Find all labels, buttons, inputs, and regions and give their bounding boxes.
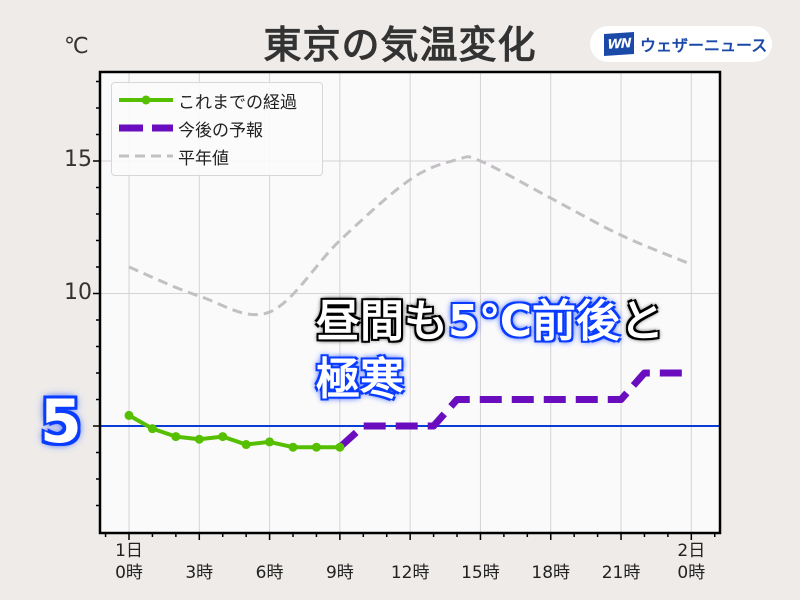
legend-normal-line-icon	[119, 154, 173, 158]
legend-label: 今後の予報	[178, 120, 263, 141]
observed-data-point	[241, 440, 251, 450]
annotation-text: と	[619, 296, 664, 347]
chart-title: 東京の気温変化	[263, 23, 537, 67]
observed-data-point	[311, 442, 321, 452]
observed-line	[128, 413, 340, 450]
x-tick-label: 21時	[601, 563, 641, 583]
observed-data-point	[171, 432, 181, 442]
observed-data-point	[288, 442, 298, 452]
annotation-highlight: 極寒	[316, 354, 404, 405]
normal-temperature-line	[128, 155, 692, 317]
legend-label: 平年値	[178, 148, 229, 169]
observed-data-point	[147, 424, 157, 434]
weathernews-logo: WN ウェザーニュース	[590, 26, 772, 62]
x-tick-label: 9時	[325, 563, 354, 583]
y-tick-label: 15	[64, 147, 92, 172]
observed-data-point	[218, 432, 228, 442]
x-tick-label: 15時	[461, 563, 500, 583]
y-tick-label: 10	[64, 279, 92, 305]
legend-observed-line-icon	[119, 95, 173, 105]
legend-forecast-line-icon	[119, 124, 173, 132]
annotation-highlight: 5℃前後	[448, 296, 620, 347]
x-tick-label: 18時	[531, 563, 571, 583]
x-tick-label: 1日 0時	[115, 541, 143, 583]
observed-data-point	[265, 437, 275, 447]
legend: これまでの経過 今後の予報 平年値	[111, 82, 323, 176]
reference-value-label: 5	[40, 387, 82, 457]
annotation-line-1: 昼間も5℃前後と	[316, 300, 664, 344]
annotation-line-2: 極寒	[316, 358, 404, 402]
x-tick-label: 3時	[185, 563, 214, 583]
legend-label: これまでの経過	[178, 92, 297, 113]
observed-data-point	[335, 442, 345, 452]
logo-text: ウェザーニュース	[640, 36, 768, 55]
x-tick-label: 2日 0時	[677, 541, 706, 583]
x-tick-label: 12時	[390, 563, 430, 583]
forecast-line	[337, 369, 692, 450]
y-axis-unit: ℃	[64, 34, 89, 59]
x-tick-label: 6時	[255, 563, 284, 583]
annotation-text: 昼間も	[316, 296, 448, 347]
observed-data-point	[194, 434, 204, 444]
observed-data-point	[124, 410, 134, 420]
